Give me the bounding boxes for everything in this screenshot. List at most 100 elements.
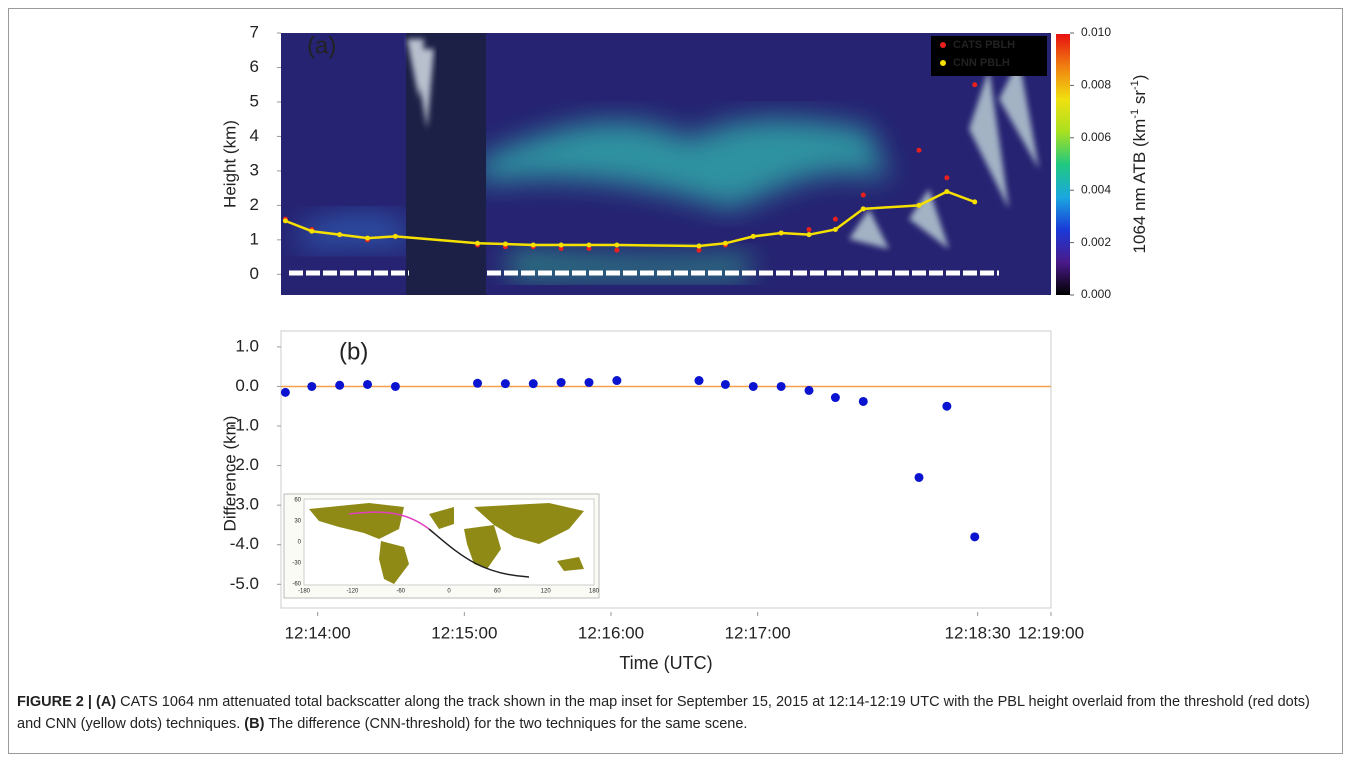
difference-point [804,385,814,395]
difference-point [694,376,704,386]
y-tick-label: 0 [250,264,259,283]
difference-point [970,532,980,542]
colorbar-label: 1064 nm ATB (km-1 sr-1) [1129,75,1150,254]
difference-point [584,377,594,387]
pblh-point [972,199,978,205]
caption-label: FIGURE 2 | (A) [17,694,117,710]
difference-point [280,387,290,397]
y-tick-label: 0.0 [235,376,259,395]
pblh-point [944,175,950,181]
colorbar-label-part: ) [1130,75,1149,81]
x-tick-label: 12:18:30 [945,623,1011,642]
pblh-point [586,242,592,248]
difference-point [942,401,952,411]
difference-point [612,376,622,386]
y-tick-label: -2.0 [230,455,259,474]
pblh-point [778,230,784,236]
pblh-point [806,227,812,232]
map-lat-label: 30 [294,519,301,525]
y-tick-label: -4.0 [230,534,259,553]
map-lon-label: -60 [396,589,405,595]
panel-label: (a) [307,32,336,59]
difference-point [830,393,840,403]
map-lat-label: -30 [292,561,301,567]
figure: 0 1 2 3 4 5 6 7 Height (km) (a) CATS PBLH CNN PBLH 0… [8,8,1343,754]
map-lon-label: 60 [494,589,501,595]
y-tick-label: 1 [250,229,259,248]
y-tick-label: 6 [250,57,259,76]
y-tick-label: -3.0 [230,495,259,514]
pblh-point [365,235,371,241]
backscatter-image [281,33,1051,295]
pblh-point [530,242,536,248]
difference-point [473,378,483,388]
colorbar-label-part: 1064 nm ATB (km [1130,119,1149,254]
pblh-point [392,233,398,239]
y-tick-label: 7 [250,22,259,41]
pblh-point [860,206,866,212]
pblh-point [337,232,343,238]
difference-point [748,381,758,391]
caption-text: CATS 1064 nm attenuated total backscatte… [17,694,1310,732]
colorbar-tick-label: 0.002 [1081,235,1111,249]
caption-label: (B) [244,716,265,732]
pblh-point [916,202,922,208]
pblh-point [282,218,288,224]
pblh-point [696,247,702,253]
pblh-point [558,245,564,251]
y-tick-label: 4 [250,126,259,145]
difference-point [528,379,538,389]
pblh-point [614,242,620,248]
legend-label: CNN PBLH [953,57,1010,69]
y-axis-label: Height (km) [220,120,239,208]
colorbar-tick-label: 0.004 [1081,182,1111,196]
legend-label: CATS PBLH [953,39,1015,51]
difference-point [720,379,730,389]
map-lon-label: 180 [589,589,600,595]
colorbar-label-part: -1 [1129,109,1141,119]
pblh-point [832,227,838,232]
pblh-point [972,82,978,88]
colorbar-tick-label: 0.000 [1081,287,1111,301]
difference-point [500,379,510,389]
difference-point [914,472,924,482]
colorbar-tick-label: 0.008 [1081,78,1111,92]
y-tick-label: -1.0 [230,415,259,434]
caption: FIGURE 2 | (A) CATS 1064 nm attenuated t… [17,691,1317,735]
pblh-point [696,243,702,249]
pblh-point [586,245,592,251]
map-lat-label: 0 [298,540,302,546]
map-inset [283,493,600,599]
y-axis-label: Difference (km) [220,416,239,532]
difference-point [390,381,400,391]
map-lat-label: 60 [294,498,301,504]
legend-marker [940,60,946,66]
difference-point [556,377,566,387]
colorbar-label-part: -1 [1129,80,1141,90]
pblh-point [916,147,922,153]
panel-label: (b) [339,338,368,365]
difference-point [335,380,345,390]
map-lon-label: -180 [298,589,311,595]
plot-frame [280,330,1052,609]
difference-point [858,396,868,406]
colorbar-tick-label: 0.006 [1081,130,1111,144]
pblh-point [309,228,315,234]
map-lon-label: -120 [346,589,359,595]
x-tick-label: 12:14:00 [285,623,351,642]
x-tick-label: 12:19:00 [1018,623,1084,642]
pblh-point [475,240,481,246]
map-lon-label: 0 [447,589,451,595]
pblh-point [502,241,508,247]
difference-point [363,379,373,389]
legend-marker [940,42,946,48]
colorbar-label-part: sr [1130,90,1149,109]
pblh-point [944,189,950,195]
y-tick-label: 2 [250,195,259,214]
map-lon-label: 120 [541,589,552,595]
x-tick-label: 12:15:00 [431,623,497,642]
colorbar-tick-label: 0.010 [1081,25,1111,39]
y-tick-label: 1.0 [235,336,259,355]
pblh-point [722,240,728,246]
colorbar [1056,34,1070,295]
